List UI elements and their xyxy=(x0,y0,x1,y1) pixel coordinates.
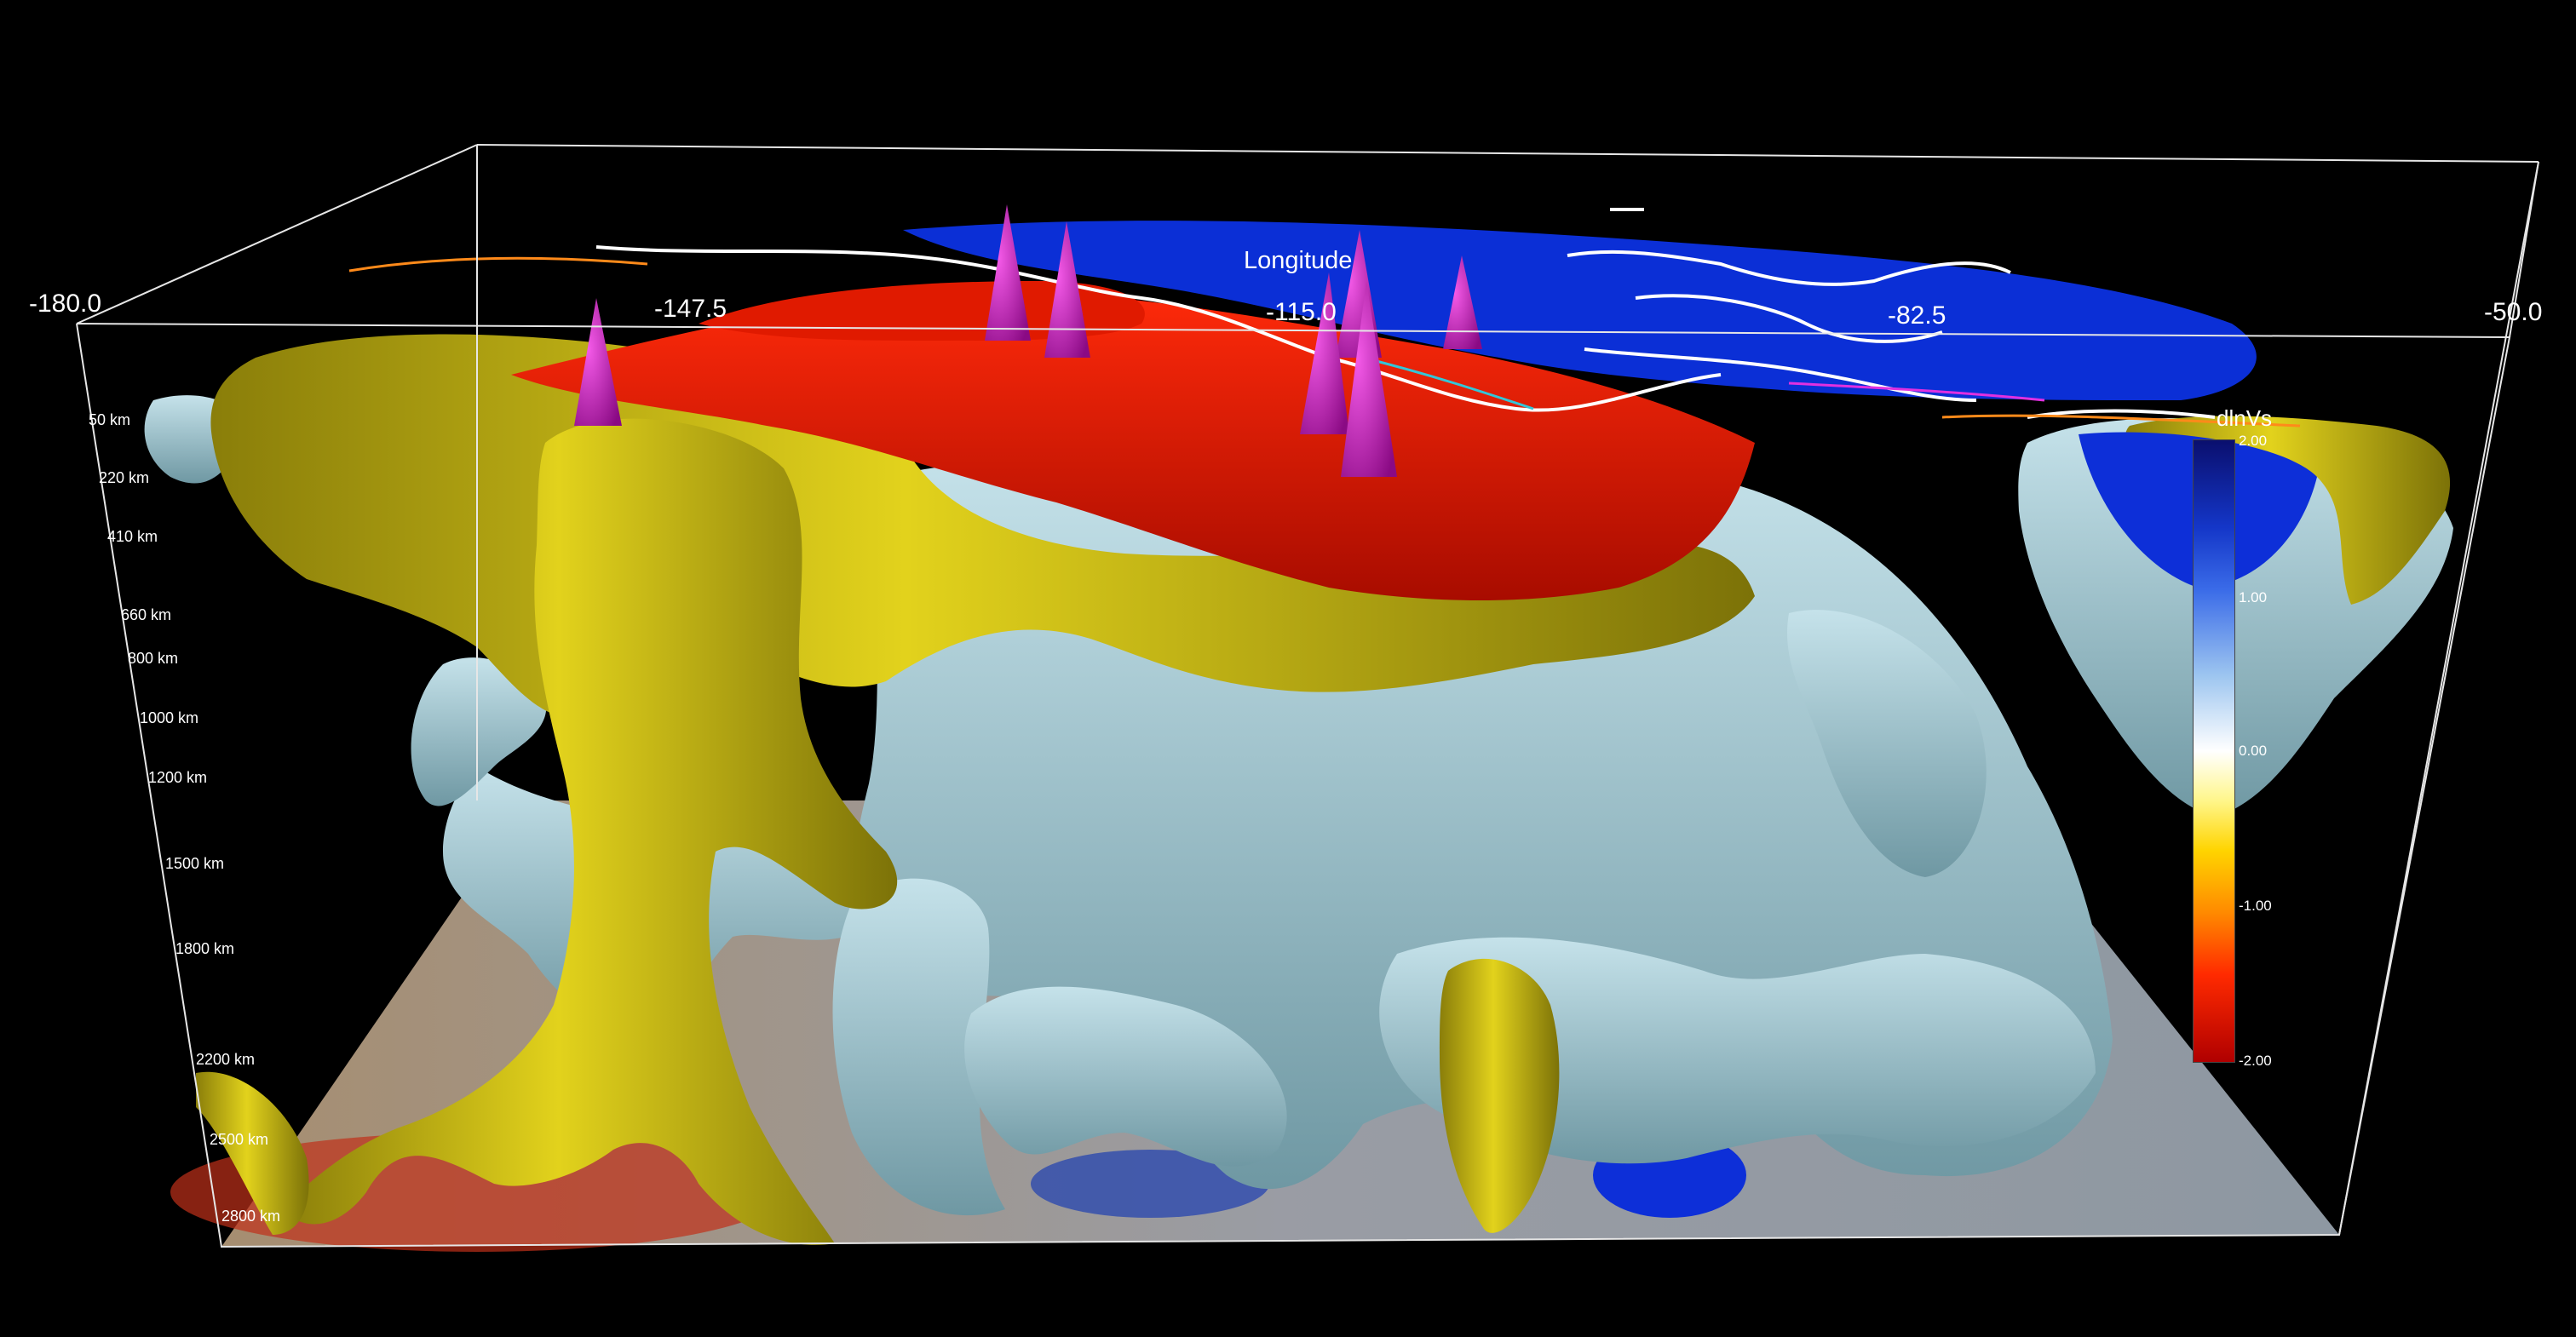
bounding-box xyxy=(76,144,2539,1248)
depth-tick-label: 220 km xyxy=(99,469,150,486)
depth-tick-label: 2800 km xyxy=(221,1208,281,1225)
depth-tick-label: 800 km xyxy=(128,650,179,667)
surface-slow-anomaly xyxy=(511,290,1755,600)
depth-tick-label: 1800 km xyxy=(175,940,235,957)
slow-velocity-isosurface xyxy=(196,334,2451,1245)
floor-blue-anomaly xyxy=(1031,1150,1269,1218)
colorbar-tick-label: 0.00 xyxy=(2239,743,2268,759)
colorbar-tick-label: -1.00 xyxy=(2239,898,2272,914)
depth-tick-label: 660 km xyxy=(121,606,172,623)
depth-tick-label: 2500 km xyxy=(210,1131,269,1148)
colorbar xyxy=(2193,439,2235,1063)
longitude-tick-label: -147.5 xyxy=(654,295,727,323)
depth-tick-label: 410 km xyxy=(107,528,158,545)
hotspot-cones xyxy=(574,204,1482,477)
coastlines xyxy=(595,208,2216,419)
surface-slow-anomaly-north xyxy=(699,281,1145,341)
depth-tick-label: 1200 km xyxy=(148,769,208,786)
colorbar-tick-label: 1.00 xyxy=(2239,589,2268,605)
depth-tick-label: 1500 km xyxy=(165,855,225,872)
depth-tick-label: 50 km xyxy=(89,411,131,428)
longitude-axis-title: Longitude xyxy=(1244,247,1353,274)
longitude-tick-label: -50.0 xyxy=(2484,298,2543,326)
longitude-tick-label: -82.5 xyxy=(1888,301,1946,330)
colorbar-tick-label: 2.00 xyxy=(2239,433,2268,449)
colorbar-tick-label: -2.00 xyxy=(2239,1053,2272,1069)
plate-boundaries xyxy=(348,256,2301,427)
longitude-tick-label: -180.0 xyxy=(29,290,102,318)
surface-fast-anomaly xyxy=(903,221,2257,400)
colorbar-title: dlnVs xyxy=(2217,405,2273,431)
depth-tick-label: 1000 km xyxy=(140,709,199,726)
depth-tick-label: 2200 km xyxy=(196,1051,256,1068)
fast-velocity-isosurface xyxy=(144,395,2453,1216)
longitude-tick-label: -115.0 xyxy=(1266,298,1337,326)
